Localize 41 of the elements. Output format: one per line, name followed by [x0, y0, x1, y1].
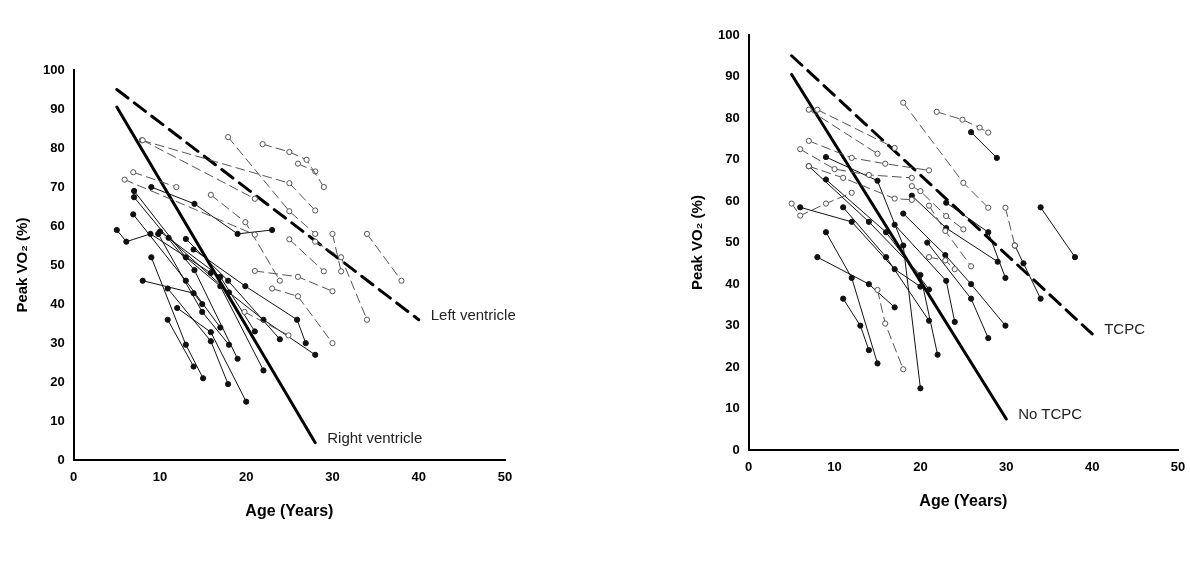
y-tick-label: 10: [50, 412, 65, 428]
y-tick-label: 10: [725, 400, 740, 416]
x-tick-label: 50: [497, 468, 513, 484]
x-tick-label: 10: [152, 468, 168, 484]
y-tick-label: 80: [725, 109, 740, 125]
x-tick-label: 0: [70, 468, 78, 484]
x-tick-label: 20: [913, 458, 928, 474]
x-tick-label: 40: [1084, 458, 1100, 474]
y-tick-label: 40: [725, 275, 740, 291]
y-tick-label: 0: [732, 441, 740, 457]
x-tick-label: 30: [325, 468, 340, 484]
y-tick-label: 50: [50, 256, 65, 272]
x-axis-title: Age (Years): [245, 501, 334, 519]
y-tick-label: 40: [50, 295, 65, 311]
x-tick-label: 0: [745, 458, 753, 474]
x-tick-label: 50: [1170, 458, 1186, 474]
y-tick-label: 90: [725, 68, 740, 84]
x-axis-title: Age (Years): [919, 491, 1008, 509]
x-tick-label: 20: [238, 468, 254, 484]
y-tick-label: 80: [50, 139, 65, 155]
y-tick-label: 100: [717, 26, 740, 42]
y-axis-title: Peak VO₂ (%): [688, 195, 706, 291]
series-label: Left ventricle: [430, 305, 516, 323]
y-tick-label: 100: [42, 61, 65, 77]
y-tick-label: 20: [50, 373, 65, 389]
y-tick-label: 70: [725, 151, 740, 167]
series-label: No TCPC: [1018, 405, 1083, 423]
x-tick-label: 10: [827, 458, 842, 474]
y-axis-title: Peak VO₂ (%): [13, 217, 31, 313]
series-label: Right ventricle: [327, 428, 423, 446]
y-tick-label: 50: [725, 234, 740, 250]
y-tick-label: 60: [50, 217, 65, 233]
y-tick-label: 70: [50, 178, 65, 194]
y-tick-label: 30: [725, 317, 740, 333]
y-tick-label: 60: [725, 192, 740, 208]
y-tick-label: 20: [725, 358, 740, 374]
y-tick-label: 30: [50, 334, 65, 350]
x-tick-label: 30: [999, 458, 1014, 474]
x-tick-label: 40: [411, 468, 426, 484]
y-tick-label: 90: [50, 100, 65, 116]
series-label: TCPC: [1104, 320, 1146, 338]
